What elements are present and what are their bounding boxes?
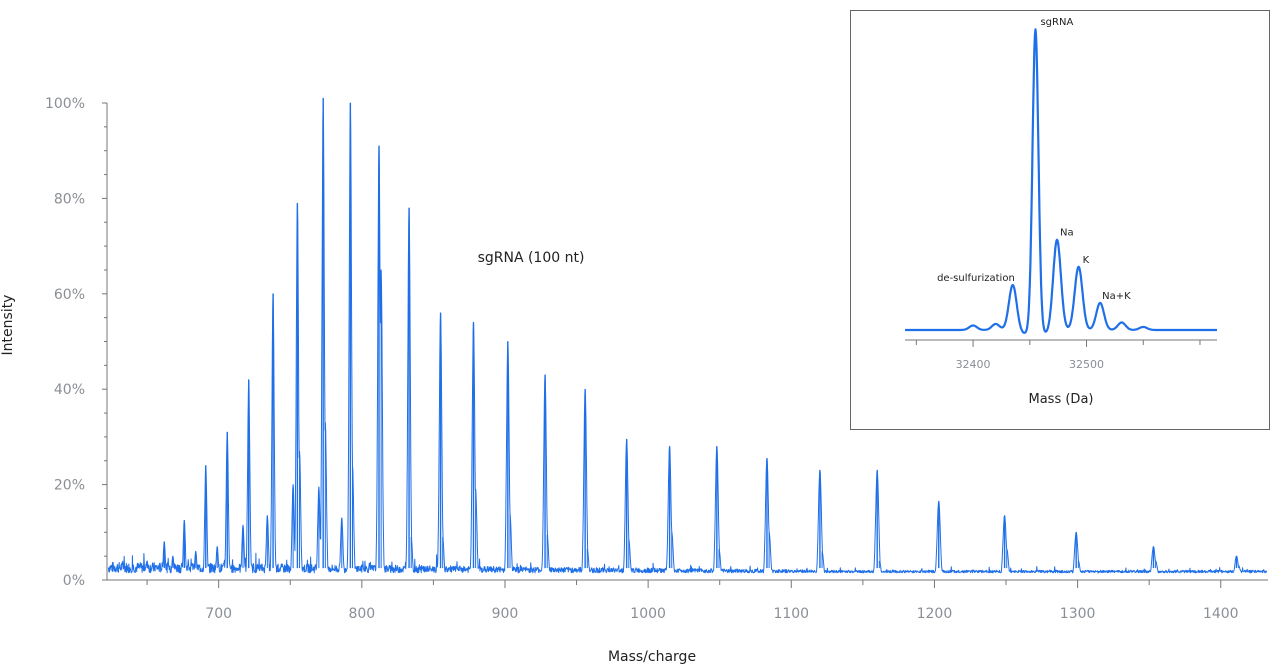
x-axis-ticks: 700 800 900 1000 1100 1200 1300 1400 [146,580,1239,622]
y-tick-label: 0% [63,573,85,589]
x-tick-label: 1000 [630,606,666,622]
chart-annotation: sgRNA (100 nt) [478,250,585,266]
y-tick-label: 100% [45,96,85,112]
inset-peak-label: K [1083,255,1090,266]
inset-x-tick-label: 32400 [956,358,991,371]
x-tick-label: 1100 [773,606,809,622]
inset-chart: 32400 32500 de-sulfurizationsgRNANaKNa+K … [850,10,1270,430]
inset-peak-label: Na [1060,228,1074,239]
y-tick-label: 40% [54,382,85,398]
inset-x-axis-title: Mass (Da) [1029,392,1094,407]
x-tick-label: 800 [348,606,375,622]
x-tick-label: 1200 [917,606,953,622]
y-tick-label: 80% [54,191,85,207]
x-tick-label: 700 [205,606,232,622]
inset-x-axis-ticks: 32400 32500 [915,340,1201,371]
y-tick-label: 60% [54,287,85,303]
x-tick-label: 1300 [1060,606,1096,622]
inset-frame [850,10,1270,430]
spectrum-peaks [146,98,1240,569]
x-axis-title: Mass/charge [608,649,696,665]
inset-spectrum-line [904,28,1218,334]
y-tick-label: 20% [54,478,85,494]
inset-x-tick-label: 32500 [1069,358,1104,371]
inset-peak-label: de-sulfurization [937,273,1015,284]
main-chart: 0% 20% 40% 60% 80% 100% 700 800 900 1000 1100 1200… [0,96,1268,665]
y-axis-title: Intensity [0,295,16,356]
inset-peak-label: Na+K [1102,291,1131,302]
inset-peak-label: sgRNA [1040,17,1073,28]
spectrum-line [107,97,1268,574]
inset-peak-labels: de-sulfurization sgRNA Na K Na+K [937,17,1131,302]
x-tick-label: 1400 [1203,606,1239,622]
y-axis-ticks: 0% 20% 40% 60% 80% 100% [45,96,107,589]
x-tick-label: 900 [492,606,519,622]
